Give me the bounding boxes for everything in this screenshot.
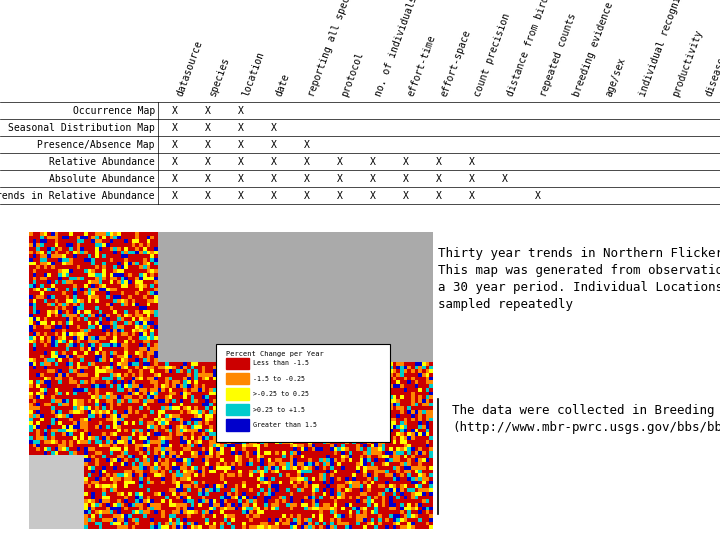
Text: X: X [172, 173, 178, 184]
Text: repeated counts: repeated counts [539, 11, 578, 98]
Text: X: X [370, 191, 376, 201]
Text: X: X [238, 191, 244, 201]
Text: X: X [304, 157, 310, 167]
Text: X: X [403, 191, 409, 201]
Text: X: X [238, 123, 244, 133]
Text: X: X [304, 191, 310, 201]
Text: effort-space: effort-space [439, 28, 473, 98]
Text: X: X [403, 173, 409, 184]
Text: X: X [271, 139, 277, 150]
Text: Absolute Abundance: Absolute Abundance [49, 173, 155, 184]
Text: X: X [172, 105, 178, 116]
Text: Seasonal Distribution Map: Seasonal Distribution Map [8, 123, 155, 133]
Text: X: X [469, 173, 475, 184]
Text: X: X [271, 157, 277, 167]
Text: effort-time: effort-time [406, 33, 438, 98]
Text: The data were collected in Breeding Bird Survey
(http://www.mbr-pwrc.usgs.gov/bb: The data were collected in Breeding Bird… [452, 404, 720, 435]
Bar [226, 388, 248, 400]
Text: protocol: protocol [340, 50, 366, 98]
Text: >-0.25 to 0.25: >-0.25 to 0.25 [253, 391, 309, 397]
Text: X: X [205, 157, 211, 167]
Text: X: X [469, 157, 475, 167]
Text: X: X [205, 105, 211, 116]
Text: distance from bird: distance from bird [505, 0, 551, 98]
Text: X: X [238, 105, 244, 116]
Text: X: X [503, 173, 508, 184]
Text: X: X [469, 191, 475, 201]
Text: age/sex: age/sex [604, 56, 628, 98]
Text: X: X [238, 139, 244, 150]
Text: X: X [205, 173, 211, 184]
Bar [226, 373, 248, 384]
Text: Trends in Relative Abundance: Trends in Relative Abundance [0, 191, 155, 201]
Text: X: X [304, 173, 310, 184]
Bar [226, 357, 248, 369]
Text: X: X [337, 157, 343, 167]
Text: datasource: datasource [175, 39, 204, 98]
Text: >0.25 to +1.5: >0.25 to +1.5 [253, 407, 305, 413]
Text: X: X [238, 157, 244, 167]
Text: species: species [208, 56, 231, 98]
Bar [226, 404, 248, 415]
Text: X: X [403, 157, 409, 167]
Text: productivity: productivity [670, 28, 704, 98]
Text: -1.5 to -0.25: -1.5 to -0.25 [253, 376, 305, 382]
Text: X: X [172, 191, 178, 201]
Text: X: X [436, 157, 442, 167]
Text: Percent Change per Year: Percent Change per Year [226, 351, 324, 357]
Text: X: X [271, 191, 277, 201]
Text: X: X [370, 173, 376, 184]
Text: X: X [205, 139, 211, 150]
Text: location: location [241, 50, 266, 98]
FancyBboxPatch shape [216, 343, 390, 442]
Text: Greater than 1.5: Greater than 1.5 [253, 422, 317, 428]
Text: X: X [172, 139, 178, 150]
Text: X: X [205, 191, 211, 201]
Text: X: X [271, 173, 277, 184]
Text: X: X [337, 173, 343, 184]
Text: Occurrence Map: Occurrence Map [73, 105, 155, 116]
Text: reporting all species: reporting all species [307, 0, 359, 98]
Text: Less than -1.5: Less than -1.5 [253, 360, 309, 366]
Text: X: X [436, 173, 442, 184]
Text: X: X [205, 123, 211, 133]
Text: X: X [370, 157, 376, 167]
Text: X: X [238, 173, 244, 184]
Text: breeding evidence: breeding evidence [572, 0, 615, 98]
Text: X: X [172, 123, 178, 133]
Text: Relative Abundance: Relative Abundance [49, 157, 155, 167]
Bar [226, 419, 248, 430]
Text: X: X [337, 191, 343, 201]
Text: disease: disease [703, 56, 720, 98]
Text: X: X [536, 191, 541, 201]
Text: X: X [271, 123, 277, 133]
Text: Presence/Absence Map: Presence/Absence Map [37, 139, 155, 150]
Text: no. of individuals: no. of individuals [373, 0, 419, 98]
Text: X: X [436, 191, 442, 201]
Text: individual recognition: individual recognition [637, 0, 691, 98]
Text: count precision: count precision [472, 11, 512, 98]
Text: Thirty year trends in Northern Flicker occurrence.
This map was generated from o: Thirty year trends in Northern Flicker o… [438, 247, 720, 311]
Text: X: X [172, 157, 178, 167]
Text: X: X [304, 139, 310, 150]
Text: date: date [274, 72, 292, 98]
